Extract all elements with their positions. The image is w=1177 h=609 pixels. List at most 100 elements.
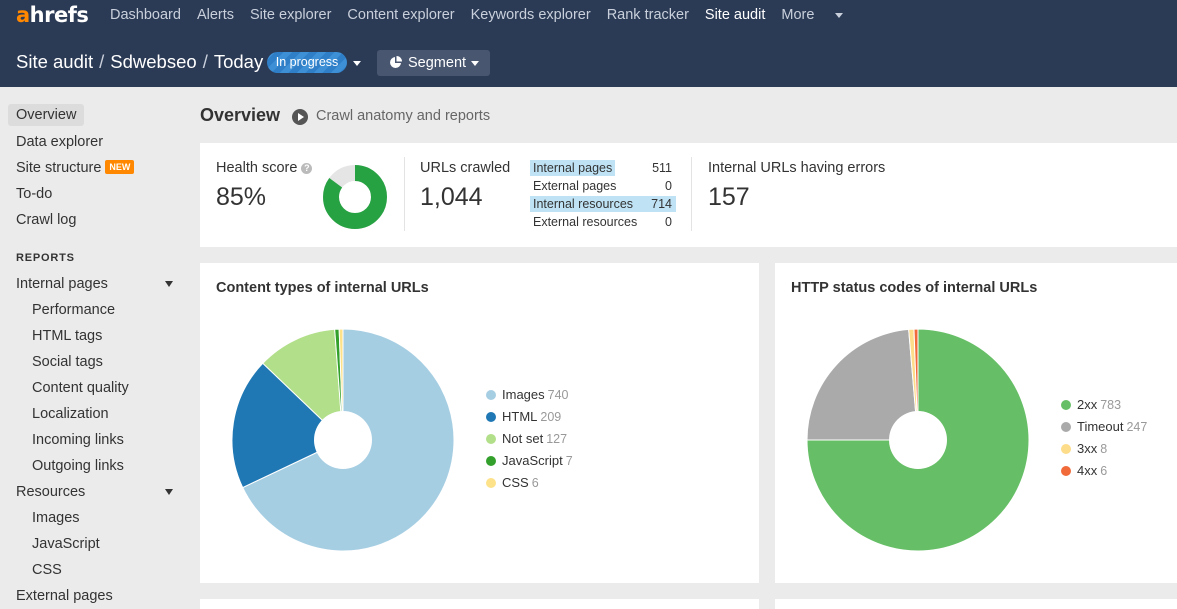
- sidebar-item-label: Site structure: [16, 160, 102, 176]
- legend-dot-icon: [1061, 466, 1071, 476]
- legend-dot-icon: [486, 456, 496, 466]
- legend-item[interactable]: 3xx 8: [1061, 441, 1147, 463]
- urls-crawled-label: URLs crawled: [420, 160, 511, 176]
- chevron-down-icon[interactable]: [165, 489, 173, 495]
- ahrefs-logo[interactable]: ahrefs: [16, 3, 89, 27]
- http-status-pie-chart: [807, 329, 1029, 551]
- sidebar-item-javascript[interactable]: JavaScript: [32, 536, 100, 552]
- sidebar-item-resources[interactable]: Resources: [16, 484, 86, 500]
- sidebar-item-performance[interactable]: Performance: [32, 302, 116, 318]
- chevron-down-icon: [835, 12, 844, 18]
- pie-chart-icon: [390, 56, 402, 68]
- legend-label: 3xx: [1077, 441, 1098, 456]
- legend-label: HTML: [502, 409, 538, 424]
- pie-slice-not-set[interactable]: [262, 329, 344, 442]
- breadcrumb-crawl[interactable]: Today: [213, 51, 264, 72]
- sidebar-item-social-tags[interactable]: Social tags: [32, 354, 103, 370]
- chevron-down-icon[interactable]: [165, 281, 173, 287]
- health-score-donut: [323, 165, 387, 229]
- url-breakdown-value: 511: [652, 161, 672, 175]
- chart-title: Content types of internal URLs: [216, 280, 429, 296]
- sidebar-item-data-explorer[interactable]: Data explorer: [16, 134, 104, 150]
- sidebar-item-todo[interactable]: To-do: [16, 186, 53, 202]
- health-score-value: 85%: [216, 183, 267, 211]
- crawl-anatomy-link[interactable]: Crawl anatomy and reports: [316, 108, 491, 124]
- legend-label: 4xx: [1077, 463, 1098, 478]
- chevron-down-icon: [471, 60, 480, 66]
- sidebar-item-incoming-links[interactable]: Incoming links: [32, 432, 124, 448]
- legend-count: 8: [1100, 442, 1108, 456]
- page-title: Overview: [200, 105, 281, 125]
- legend-item[interactable]: Images 740: [486, 387, 573, 409]
- nav-site-audit[interactable]: Site audit: [704, 7, 766, 23]
- divider: [691, 157, 692, 231]
- sidebar-item-images[interactable]: Images: [32, 510, 80, 526]
- nav-rank-tracker[interactable]: Rank tracker: [606, 7, 689, 23]
- pie-slice-html[interactable]: [232, 362, 344, 489]
- sidebar-item-content-quality[interactable]: Content quality: [32, 380, 129, 396]
- sidebar-item-css[interactable]: CSS: [32, 562, 62, 578]
- legend-count: 740: [547, 388, 569, 402]
- nav-site-explorer[interactable]: Site explorer: [250, 7, 332, 23]
- url-breakdown-value: 0: [665, 179, 672, 193]
- legend-label: Timeout: [1077, 419, 1124, 434]
- sidebar-item-site-structure[interactable]: Site structure NEW: [16, 160, 135, 176]
- sidebar-item-html-tags[interactable]: HTML tags: [32, 328, 103, 344]
- legend-item[interactable]: 2xx 783: [1061, 397, 1147, 419]
- url-breakdown-name: Internal resources: [530, 196, 676, 212]
- status-badge: In progress: [267, 52, 347, 73]
- project-header: Site audit / Sdwebseo / Today In progress Se…: [0, 32, 1177, 87]
- help-icon[interactable]: ?: [301, 163, 313, 174]
- nav-content-explorer[interactable]: Content explorer: [347, 7, 455, 23]
- legend-item[interactable]: HTML 209: [486, 409, 573, 431]
- donut-hole: [314, 411, 372, 469]
- nav-alerts[interactable]: Alerts: [196, 7, 235, 23]
- nav-keywords-explorer[interactable]: Keywords explorer: [470, 7, 591, 23]
- legend-count: 6: [531, 476, 539, 490]
- legend-item[interactable]: JavaScript 7: [486, 453, 573, 475]
- crawl-dropdown-caret-icon[interactable]: [353, 61, 361, 66]
- legend-item[interactable]: Not set 127: [486, 431, 573, 453]
- play-icon[interactable]: [292, 109, 308, 125]
- sidebar-item-external-pages[interactable]: External pages: [16, 588, 113, 604]
- sidebar-item-localization[interactable]: Localization: [32, 406, 109, 422]
- sidebar-item-overview[interactable]: Overview: [8, 104, 85, 126]
- nav-more[interactable]: More: [781, 7, 859, 23]
- nav-more-label: More: [781, 7, 815, 23]
- sidebar-item-crawl-log[interactable]: Crawl log: [16, 212, 77, 228]
- legend-item[interactable]: CSS 6: [486, 475, 573, 497]
- url-breakdown-row[interactable]: Internal pages 511: [530, 160, 676, 178]
- segment-button[interactable]: Segment: [377, 50, 490, 76]
- breadcrumb-separator: /: [202, 51, 208, 72]
- legend-label: 2xx: [1077, 397, 1098, 412]
- legend-dot-icon: [1061, 400, 1071, 410]
- legend-item[interactable]: 4xx 6: [1061, 463, 1147, 485]
- legend-item[interactable]: Timeout 247: [1061, 419, 1147, 441]
- url-breakdown-name: External resources: [533, 215, 638, 229]
- legend-dot-icon: [1061, 422, 1071, 432]
- next-card: [200, 599, 759, 609]
- http-status-legend: 2xx 783 Timeout 247 3xx 8 4xx 6: [1061, 397, 1147, 485]
- legend-label: CSS: [502, 475, 529, 490]
- breadcrumb-project[interactable]: Sdwebseo: [110, 51, 197, 72]
- url-breakdown-row[interactable]: External pages 0: [530, 178, 676, 196]
- url-breakdown-row[interactable]: External resources 0: [530, 214, 676, 232]
- legend-dot-icon: [486, 390, 496, 400]
- http-status-card: HTTP status codes of internal URLs 2xx 78…: [775, 263, 1177, 583]
- url-breakdown-row[interactable]: Internal resources 714: [530, 196, 676, 214]
- sidebar-item-outgoing-links[interactable]: Outgoing links: [32, 458, 124, 474]
- nav-dashboard[interactable]: Dashboard: [110, 7, 181, 23]
- breadcrumb-site-audit[interactable]: Site audit: [16, 51, 94, 72]
- sidebar-item-internal-pages[interactable]: Internal pages: [16, 276, 108, 292]
- segment-label: Segment: [408, 55, 467, 71]
- content-types-card: Content types of internal URLs Images 740…: [200, 263, 759, 583]
- divider: [404, 157, 405, 231]
- legend-label: JavaScript: [502, 453, 563, 468]
- next-card: [775, 599, 1177, 609]
- legend-count: 6: [1100, 464, 1108, 478]
- legend-dot-icon: [486, 412, 496, 422]
- errors-label: Internal URLs having errors: [708, 160, 886, 176]
- legend-count: 247: [1126, 420, 1148, 434]
- top-navigation: ahrefs Dashboard Alerts Site explorer Co…: [0, 0, 1177, 32]
- pie-slice-timeout[interactable]: [807, 329, 919, 441]
